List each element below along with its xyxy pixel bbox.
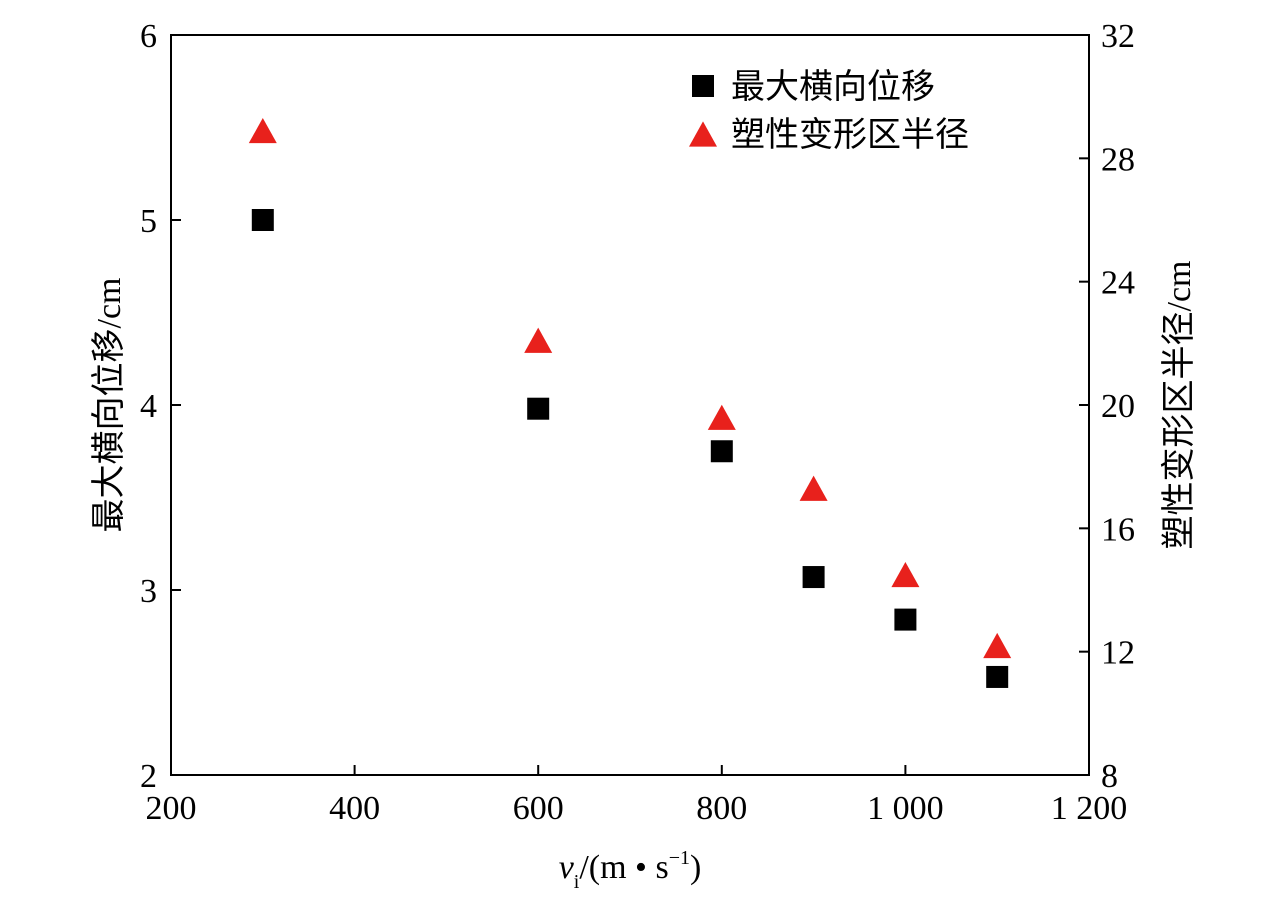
x-axis-title: vi/(m • s−1) xyxy=(559,847,702,893)
legend-label: 塑性变形区半径 xyxy=(731,116,969,154)
y-right-tick-label: 12 xyxy=(1101,635,1135,672)
y-left-tick-label: 3 xyxy=(140,573,157,610)
x-tick-label: 800 xyxy=(696,790,747,827)
y-right-tick-label: 32 xyxy=(1101,18,1135,55)
data-point-square xyxy=(251,209,274,231)
data-point-square xyxy=(894,608,917,631)
x-axis-title-main: v xyxy=(559,849,575,886)
x-axis-title-unit: /(m • s xyxy=(579,849,668,886)
x-axis-title-sub: i xyxy=(574,871,580,893)
y-left-axis-title: 最大横向位移/cm xyxy=(90,278,128,533)
y-right-tick-label: 28 xyxy=(1101,141,1135,178)
y-right-axis-ticks: 8 12 16 20 24 28 32 xyxy=(1079,18,1135,795)
y-left-tick-label: 2 xyxy=(140,758,157,795)
data-point-triangle xyxy=(707,404,736,430)
y-left-axis-ticks: 2 3 4 5 6 xyxy=(140,18,181,795)
legend-marker-triangle xyxy=(689,121,717,147)
data-point-square xyxy=(986,665,1009,688)
y-right-tick-label: 16 xyxy=(1101,511,1135,548)
x-tick-label: 1 000 xyxy=(867,790,944,827)
x-tick-label: 200 xyxy=(146,790,197,827)
y-right-tick-label: 20 xyxy=(1101,388,1135,425)
x-axis-title-sup: −1 xyxy=(669,847,690,869)
data-point-square xyxy=(710,440,733,463)
y-right-tick-label: 24 xyxy=(1101,265,1135,302)
data-marks xyxy=(248,117,1012,688)
legend-marker-square xyxy=(692,75,714,97)
data-point-triangle xyxy=(983,632,1012,659)
data-point-triangle xyxy=(799,475,828,501)
x-axis-ticks: 200 400 600 800 1 000 1 200 xyxy=(146,765,1128,827)
x-axis-title-close: ) xyxy=(690,849,701,886)
y-left-tick-label: 6 xyxy=(140,18,157,55)
x-tick-label: 1 200 xyxy=(1051,790,1128,827)
y-right-tick-label: 8 xyxy=(1101,758,1118,795)
data-point-square xyxy=(802,566,825,589)
data-point-square xyxy=(527,397,550,420)
data-point-triangle xyxy=(248,117,277,144)
y-right-axis-title: 塑性变形区半径/cm xyxy=(1160,261,1198,550)
data-point-triangle xyxy=(891,561,920,588)
x-tick-label: 400 xyxy=(329,790,380,827)
data-point-triangle xyxy=(524,327,553,353)
y-left-tick-label: 5 xyxy=(140,203,157,240)
x-tick-label: 600 xyxy=(513,790,564,827)
y-left-tick-label: 4 xyxy=(140,388,157,425)
legend-label: 最大横向位移 xyxy=(731,68,935,106)
